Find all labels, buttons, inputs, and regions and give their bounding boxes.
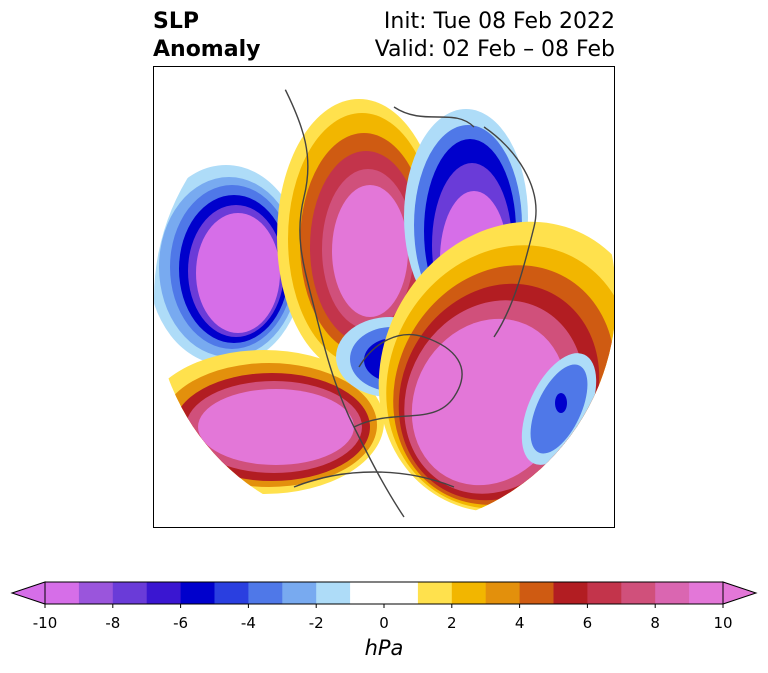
- colorbar-extend-high: [722, 581, 758, 605]
- colorbar-units: hPa: [364, 636, 404, 660]
- colorbar-tick-label: -6: [173, 614, 189, 632]
- colorbar-bin: [45, 582, 80, 604]
- colorbar-bin: [214, 582, 249, 604]
- colorbar-bin: [485, 582, 521, 604]
- init-date: Init: Tue 08 Feb 2022: [383, 9, 615, 34]
- title-left: SLP Anomaly: [153, 8, 260, 64]
- colorbar-bin: [248, 582, 283, 604]
- colorbar-bin: [621, 582, 656, 604]
- map-panel: [153, 66, 615, 528]
- title-anomaly: Anomaly: [153, 37, 261, 62]
- colorbar-tick-label: 6: [582, 614, 593, 632]
- north-pacific-high: [154, 350, 384, 494]
- title-slp: SLP: [153, 9, 199, 34]
- colorbar-bin: [78, 582, 114, 604]
- colorbar-bin: [180, 582, 215, 604]
- colorbar-bin: [417, 582, 453, 604]
- colorbar-tick-label: -10: [32, 614, 58, 632]
- colorbar-bin: [112, 582, 148, 604]
- colorbar-extend-low: [10, 581, 46, 605]
- colorbar-bin: [587, 582, 622, 604]
- colorbar: [10, 581, 758, 608]
- colorbar-tick-label: 4: [514, 614, 525, 632]
- colorbar-tick-label: -8: [105, 614, 121, 632]
- colorbar-bin: [519, 582, 554, 604]
- colorbar-bin: [384, 582, 419, 604]
- colorbar-bin: [689, 582, 724, 604]
- colorbar-tick-label: 0: [379, 614, 389, 632]
- colorbar-bin: [316, 582, 351, 604]
- colorbar-bin: [655, 582, 690, 604]
- gulf-of-alaska-low: [154, 165, 304, 365]
- colorbar-tick-label: 10: [713, 614, 733, 632]
- colorbar-tick-label: -4: [240, 614, 256, 632]
- colorbar-bin: [553, 582, 588, 604]
- coastlines: [283, 86, 537, 518]
- colorbar-bin: [350, 582, 385, 604]
- valid-range: Valid: 02 Feb – 08 Feb: [374, 37, 615, 62]
- colorbar-tick-label: -2: [308, 614, 324, 632]
- anomaly-fill-field: [154, 67, 614, 527]
- colorbar-bin: [146, 582, 182, 604]
- title-right: Init: Tue 08 Feb 2022 Valid: 02 Feb – 08…: [375, 8, 615, 64]
- colorbar-tick-label: 2: [447, 614, 457, 632]
- slp-anomaly-map: [154, 67, 614, 527]
- colorbar-bin: [282, 582, 317, 604]
- colorbar-bin: [451, 582, 487, 604]
- colorbar-tick-label: 8: [650, 614, 660, 632]
